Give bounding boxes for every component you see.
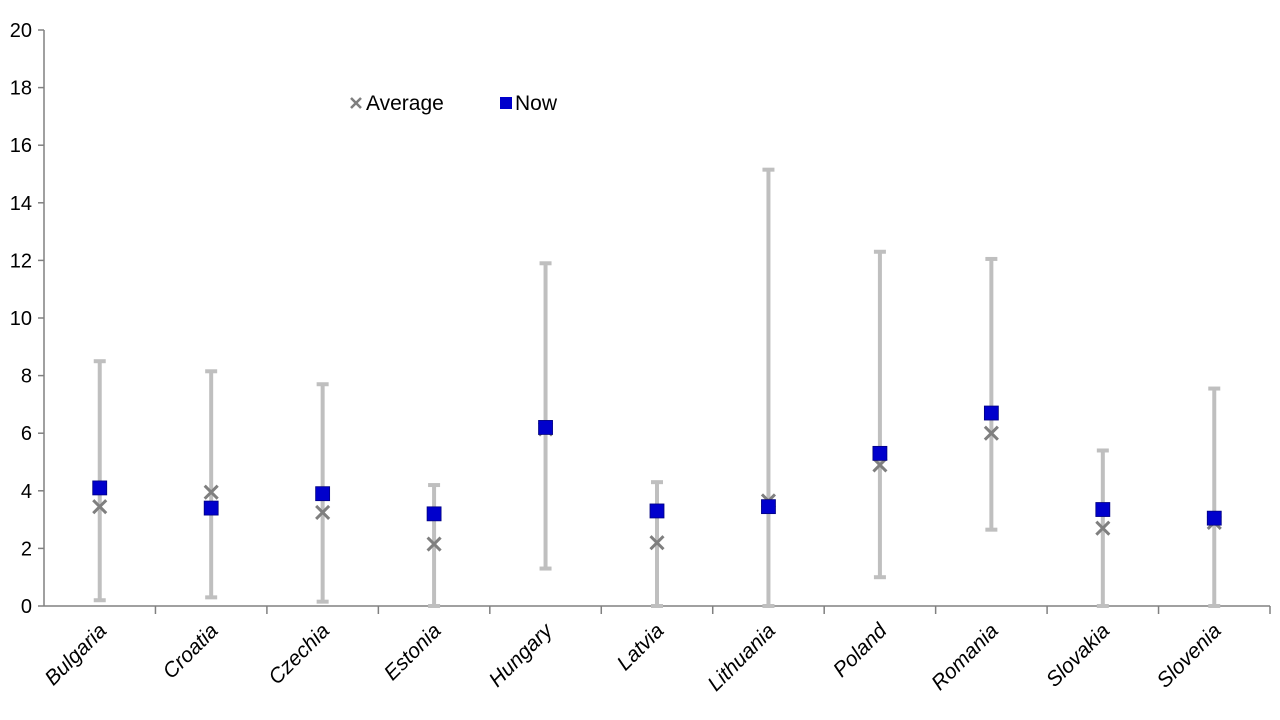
average-point-latvia	[649, 535, 665, 551]
y-tick-label: 2	[21, 538, 32, 560]
y-tick-label: 18	[10, 78, 32, 100]
legend-label-average: Average	[366, 92, 444, 115]
axes: 0 2 4 6 8 10 12 14 16 18 20 Bulgaria Croatia Czechia E…	[10, 20, 1271, 696]
legend-now-square-icon	[500, 97, 512, 109]
now-point-estonia	[426, 506, 442, 522]
average-point-slovakia	[1095, 520, 1111, 536]
legend-item-now: Now	[500, 92, 558, 115]
markers	[92, 405, 1222, 552]
y-tick-label: 16	[10, 135, 32, 157]
average-point-bulgaria	[92, 499, 108, 515]
legend-item-average: Average	[350, 92, 444, 115]
now-point-poland	[872, 445, 888, 461]
average-point-romania	[983, 425, 999, 441]
y-tick-label: 6	[21, 423, 32, 445]
x-tick-label-bulgaria: Bulgaria	[41, 619, 112, 690]
now-point-latvia	[649, 503, 665, 519]
now-point-czechia	[315, 486, 331, 502]
y-tick-label: 8	[21, 366, 32, 388]
x-tick-label-slovenia: Slovenia	[1153, 619, 1226, 692]
x-tick-label-poland: Poland	[829, 618, 892, 681]
y-tick-label: 4	[21, 481, 32, 503]
x-tick-label-hungary: Hungary	[485, 618, 558, 691]
y-tick-label: 20	[10, 20, 32, 42]
x-tick-label-slovakia: Slovakia	[1042, 619, 1114, 691]
x-tick-label-romania: Romania	[927, 619, 1003, 695]
now-point-romania	[983, 405, 999, 421]
average-point-czechia	[315, 504, 331, 520]
x-tick-label-latvia: Latvia	[613, 619, 669, 675]
now-point-hungary	[538, 420, 553, 435]
average-point-croatia	[203, 484, 219, 500]
legend-average-x-icon	[350, 97, 362, 109]
legend: Average Now	[350, 92, 558, 115]
x-tick-label-lithuania: Lithuania	[703, 619, 780, 696]
now-point-croatia	[203, 500, 219, 516]
y-tick-label: 12	[10, 250, 32, 272]
now-point-lithuania	[761, 499, 776, 515]
now-point-bulgaria	[92, 480, 108, 496]
y-tick-label: 10	[10, 308, 32, 330]
legend-label-now: Now	[515, 92, 558, 115]
x-tick-label-croatia: Croatia	[159, 619, 223, 683]
y-tick-label: 0	[21, 596, 32, 618]
now-point-slovakia	[1095, 502, 1111, 517]
now-point-slovenia	[1206, 510, 1222, 526]
y-tick-label: 14	[10, 193, 32, 215]
x-tick-label-czechia: Czechia	[264, 619, 334, 689]
average-point-estonia	[426, 536, 442, 552]
x-tick-label-estonia: Estonia	[380, 619, 446, 685]
